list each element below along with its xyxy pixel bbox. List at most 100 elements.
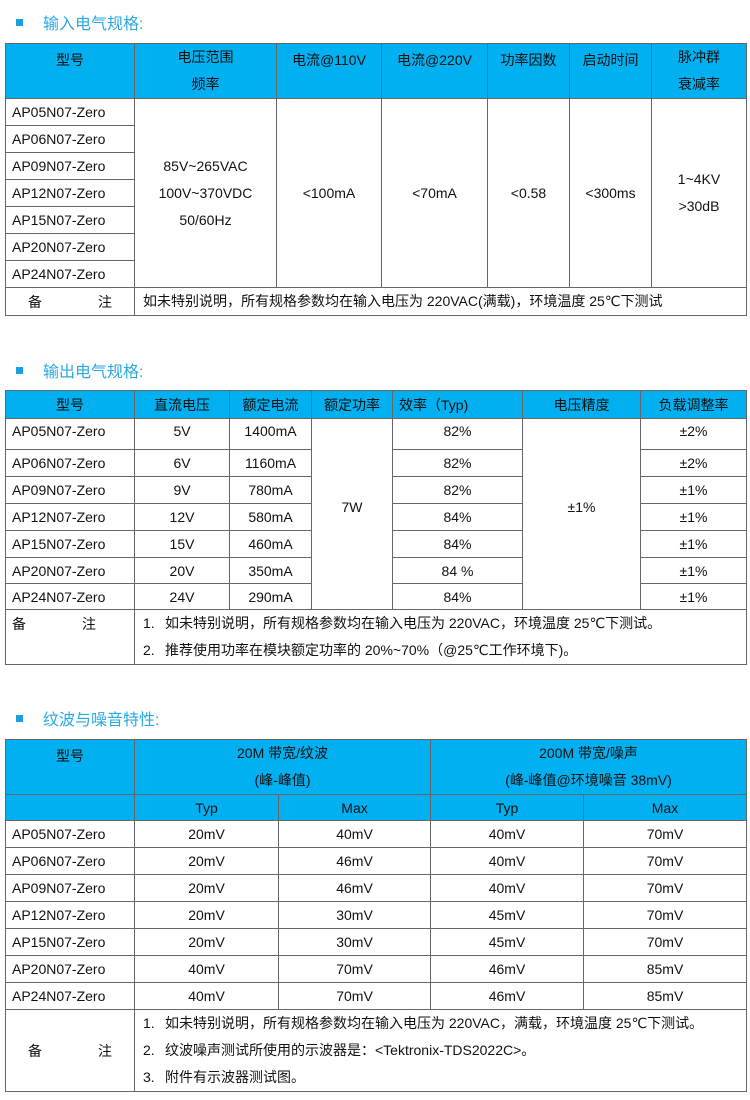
remark-list: 1. 如未特别说明，所有规格参数均在输入电压为 220VAC，环境温度 25℃下测… xyxy=(134,609,747,665)
header-ripple-line1: 20M 带宽/纹波 xyxy=(237,745,329,761)
current-cell: 1160mA xyxy=(229,449,312,477)
regulation-cell: ±1% xyxy=(640,583,747,610)
current-cell: 780mA xyxy=(229,476,312,504)
ripple-max-cell: 46mV xyxy=(277,874,432,902)
burst-cell: 1~4KV >30dB xyxy=(651,98,747,288)
ripple-max-cell: 40mV xyxy=(277,820,432,848)
model-cell: AP09N07-Zero xyxy=(5,874,135,902)
remark-row: 备 注 如未特别说明，所有规格参数均在输入电压为 220VAC(满载)，环境温度… xyxy=(5,287,747,316)
ripple-typ-cell: 20mV xyxy=(134,901,279,929)
header-noise-line1: 200M 带宽/噪声 xyxy=(539,745,638,761)
ripple-max-cell: 70mV xyxy=(277,982,432,1010)
noise-max-cell: 85mV xyxy=(583,955,748,983)
voltage-cell: 6V xyxy=(134,449,230,477)
accuracy-cell: ±1% xyxy=(522,418,641,610)
model-cell: AP12N07-Zero xyxy=(5,503,135,531)
table-header-row: 型号 直流电压 额定电流 额定功率 效率（Typ) 电压精度 负载调整率 xyxy=(5,390,747,419)
table-row: AP20N07-Zero xyxy=(5,233,747,261)
frequency: 50/60Hz xyxy=(179,211,232,228)
ripple-typ-cell: 20mV xyxy=(134,928,279,956)
remark-item: 3. 附件有示波器测试图。 xyxy=(143,1064,746,1091)
remark-label: 备 注 xyxy=(5,609,135,665)
noise-typ-cell: 40mV xyxy=(430,847,585,875)
bullet-square-icon xyxy=(16,366,23,374)
model-cell: AP20N07-Zero xyxy=(5,233,135,261)
efficiency-cell: 84% xyxy=(392,583,523,610)
remark-label: 备 注 xyxy=(5,287,135,316)
voltage-ac: 85V~265VAC xyxy=(163,157,248,174)
noise-max-cell: 70mV xyxy=(583,928,748,956)
ripple-typ-cell: 20mV xyxy=(134,847,279,875)
current-cell: 580mA xyxy=(229,503,312,531)
model-cell: AP24N07-Zero xyxy=(5,260,135,288)
noise-max-cell: 70mV xyxy=(583,847,748,875)
noise-max-cell: 70mV xyxy=(583,901,748,929)
efficiency-cell: 84% xyxy=(392,530,523,558)
table-row: AP09N07-Zero 20mV 46mV 40mV 70mV xyxy=(5,874,748,902)
header-load-regulation: 负载调整率 xyxy=(640,390,747,419)
ripple-max-cell: 30mV xyxy=(277,928,432,956)
header-model: 型号 xyxy=(5,390,135,419)
efficiency-cell: 82% xyxy=(392,476,523,504)
header-burst-line2: 衰减率 xyxy=(678,76,720,92)
remark-text: 附件有示波器测试图。 xyxy=(165,1069,305,1085)
header-noise-typ: Typ xyxy=(430,794,585,821)
remark-item: 1. 如未特别说明，所有规格参数均在输入电压为 220VAC，满载，环境温度 25… xyxy=(143,1010,746,1037)
pf-cell: <0.58 xyxy=(487,98,570,288)
table-row: AP20N07-Zero 40mV 70mV 46mV 85mV xyxy=(5,955,748,983)
table-row: AP09N07-Zero 9V 780mA 82% ±1% xyxy=(5,476,747,504)
model-cell: AP12N07-Zero xyxy=(5,901,135,929)
voltage-cell: 9V xyxy=(134,476,230,504)
header-voltage-line2: 频率 xyxy=(191,76,220,92)
table-row: AP24N07-Zero xyxy=(5,260,747,288)
remark-row: 备 注 1. 如未特别说明，所有规格参数均在输入电压为 220VAC，环境温度 2… xyxy=(5,609,747,665)
table-row: AP06N07-Zero xyxy=(5,125,747,153)
model-cell: AP15N07-Zero xyxy=(5,530,135,558)
voltage-cell: 24V xyxy=(134,583,230,610)
efficiency-cell: 82% xyxy=(392,418,523,450)
table-row: AP06N07-Zero 6V 1160mA 82% ±2% xyxy=(5,449,747,477)
table-row: AP12N07-Zero 20mV 30mV 45mV 70mV xyxy=(5,901,748,929)
bullet-square-icon xyxy=(16,714,23,722)
header-i220: 电流@220V xyxy=(381,43,488,99)
regulation-cell: ±2% xyxy=(640,418,747,450)
header-pf: 功率因数 xyxy=(487,43,570,99)
model-cell: AP06N07-Zero xyxy=(5,125,135,153)
table-subheader-row: Typ Max Typ Max xyxy=(5,794,748,821)
remark-item: 2. 推荐使用功率在模块额定功率的 20%~70%（@25℃工作环境下)。 xyxy=(143,637,746,664)
ripple-typ-cell: 40mV xyxy=(134,955,279,983)
model-cell: AP05N07-Zero xyxy=(5,820,135,848)
model-cell: AP06N07-Zero xyxy=(5,449,135,477)
model-cell: AP15N07-Zero xyxy=(5,206,135,234)
header-model: 型号 xyxy=(5,43,135,99)
remark-number: 2. xyxy=(143,642,155,658)
header-noise-max: Max xyxy=(583,794,748,821)
voltage-dc: 100V~370VDC xyxy=(158,184,253,201)
remark-text: 纹波噪声测试所使用的示波器是：<Tektronix-TDS2022C>。 xyxy=(165,1042,536,1058)
model-cell: AP24N07-Zero xyxy=(5,982,135,1010)
table-row: AP05N07-Zero 20mV 40mV 40mV 70mV xyxy=(5,820,748,848)
current-cell: 1400mA xyxy=(229,418,312,450)
table-row: AP15N07-Zero xyxy=(5,206,747,234)
remark-item: 2. 纹波噪声测试所使用的示波器是：<Tektronix-TDS2022C>。 xyxy=(143,1037,746,1064)
remark-number: 1. xyxy=(143,1015,155,1031)
regulation-cell: ±1% xyxy=(640,503,747,531)
header-ripple-max: Max xyxy=(277,794,432,821)
table-row: AP15N07-Zero 20mV 30mV 45mV 70mV xyxy=(5,928,748,956)
header-i110: 电流@110V xyxy=(276,43,382,99)
efficiency-cell: 84 % xyxy=(392,557,523,584)
remark-text: 如未特别说明，所有规格参数均在输入电压为 220VAC(满载)，环境温度 25℃… xyxy=(134,287,747,316)
ripple-section-title: 纹波与噪音特性: xyxy=(16,706,159,730)
model-cell: AP12N07-Zero xyxy=(5,179,135,207)
header-efficiency: 效率（Typ) xyxy=(392,390,523,419)
startup-cell: <300ms xyxy=(569,98,652,288)
regulation-cell: ±1% xyxy=(640,557,747,584)
model-cell: AP20N07-Zero xyxy=(5,557,135,584)
efficiency-cell: 82% xyxy=(392,449,523,477)
voltage-cell: 12V xyxy=(134,503,230,531)
table-row: AP24N07-Zero 40mV 70mV 46mV 85mV xyxy=(5,982,748,1010)
model-cell: AP09N07-Zero xyxy=(5,152,135,180)
remark-list: 1. 如未特别说明，所有规格参数均在输入电压为 220VAC，满载，环境温度 25… xyxy=(133,1009,748,1092)
header-startup: 启动时间 xyxy=(569,43,652,99)
input-section-title: 输入电气规格: xyxy=(16,10,143,34)
